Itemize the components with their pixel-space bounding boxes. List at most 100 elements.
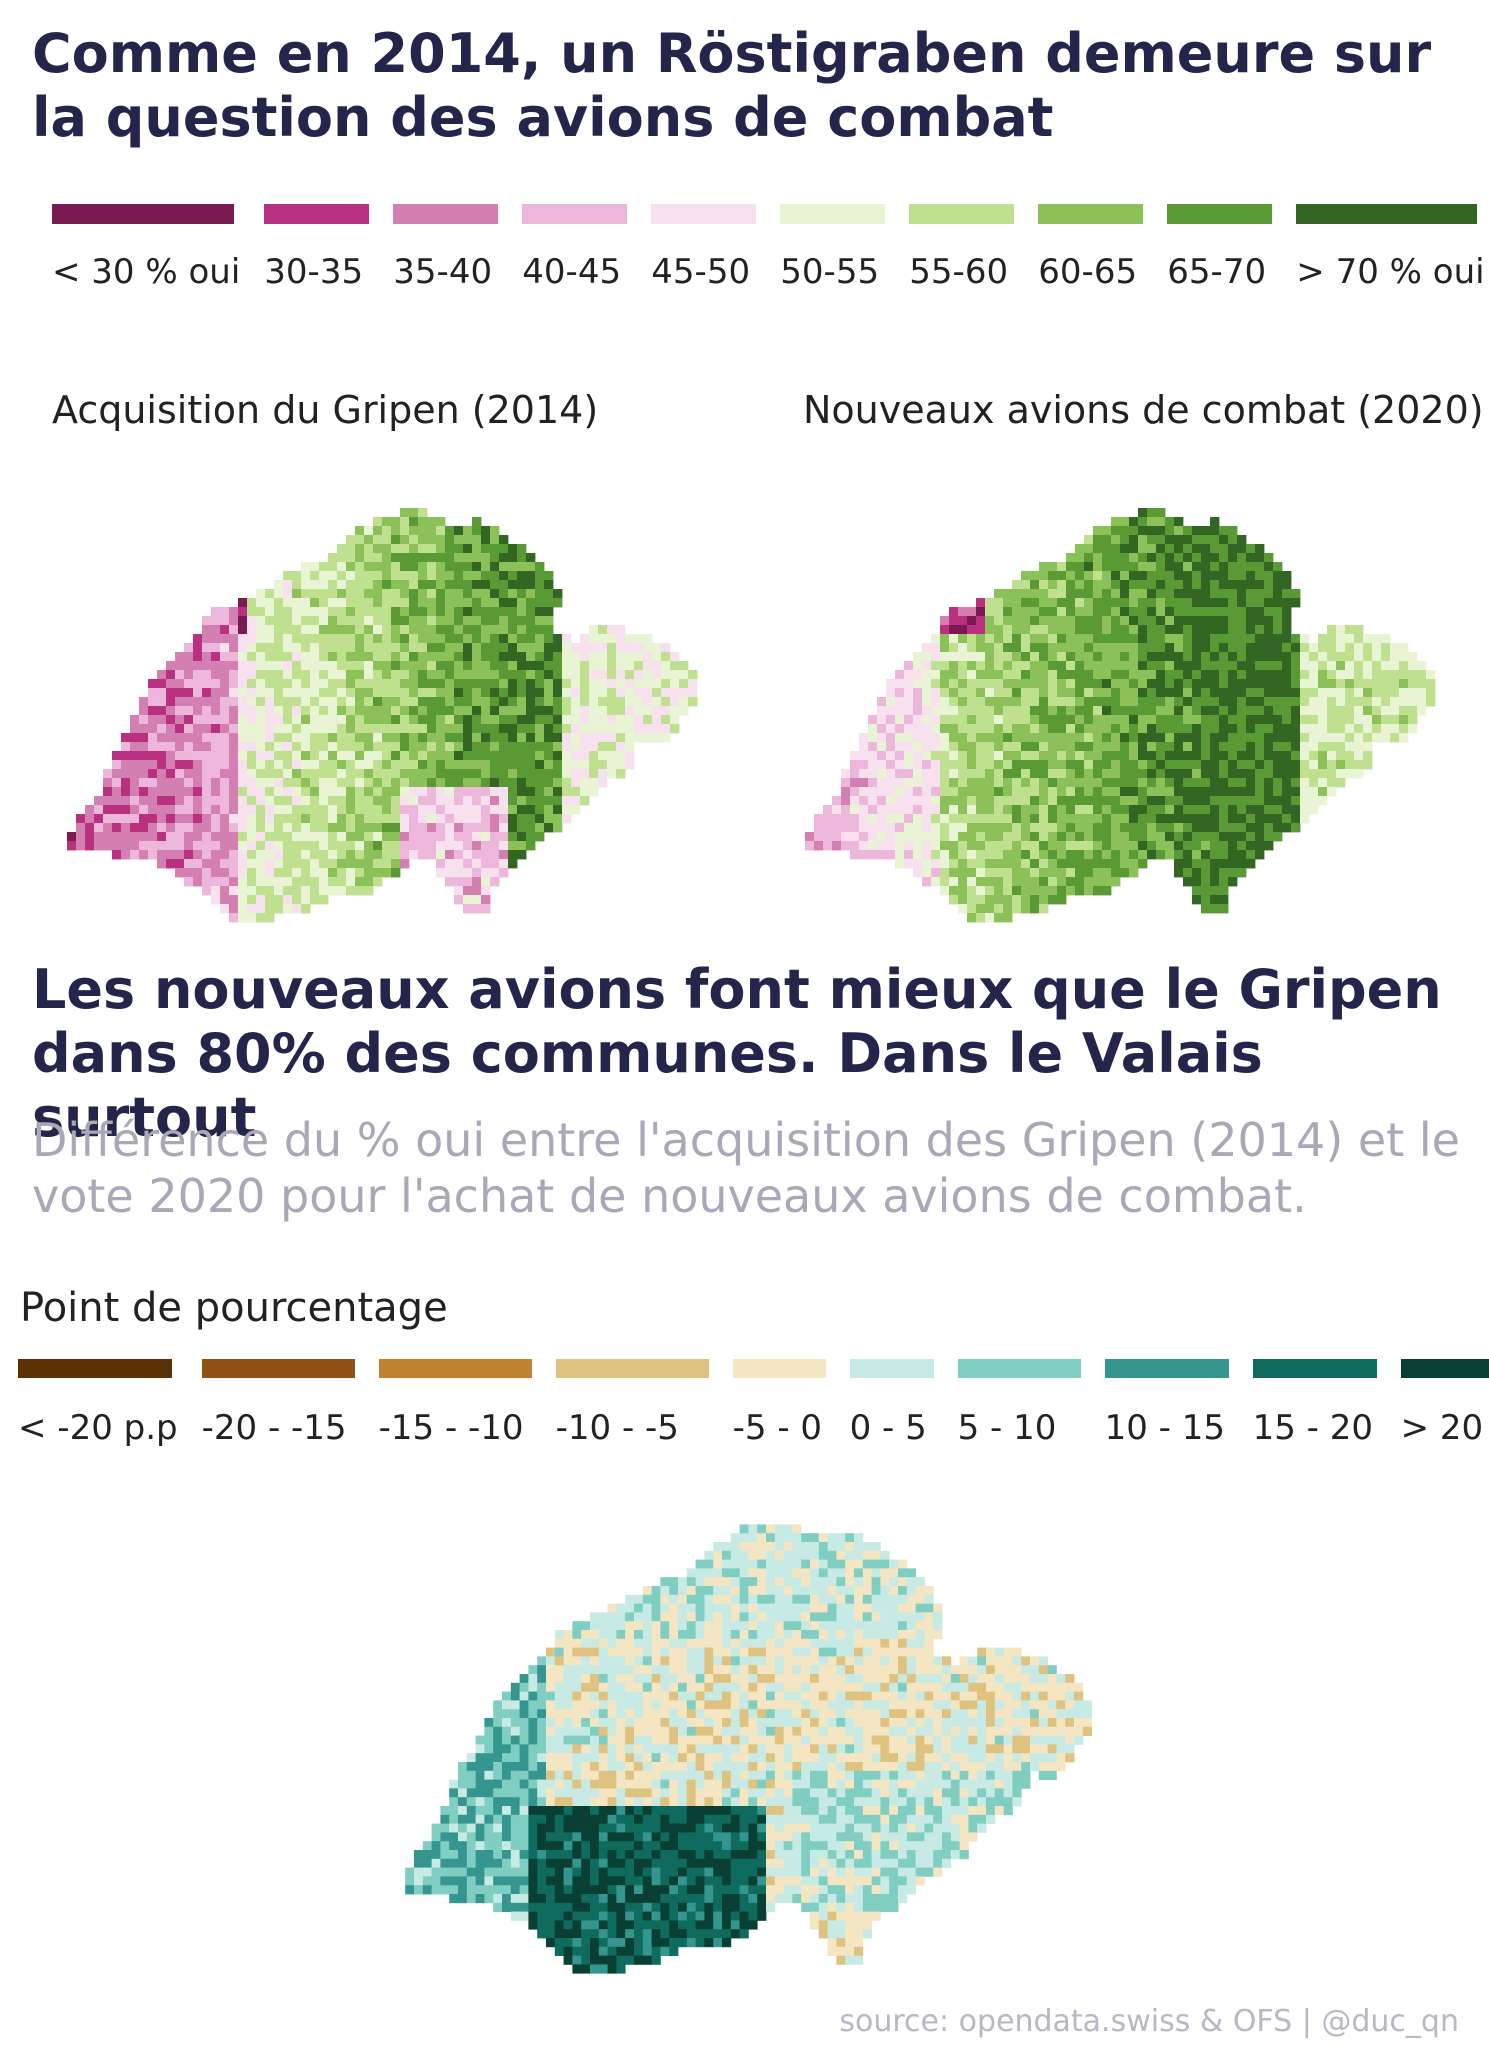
commune-cell <box>220 877 230 887</box>
commune-cell <box>148 742 158 752</box>
commune-cell <box>1030 841 1040 851</box>
commune-cell <box>481 751 491 761</box>
commune-cell <box>400 787 410 797</box>
commune-cell <box>1192 742 1202 752</box>
commune-cell <box>121 751 131 761</box>
commune-cell <box>801 1656 811 1666</box>
commune-cell <box>247 625 257 635</box>
commune-cell <box>841 814 851 824</box>
commune-cell <box>265 796 275 806</box>
commune-cell <box>526 796 536 806</box>
commune-cell <box>836 1621 846 1631</box>
commune-cell <box>247 886 257 896</box>
commune-cell <box>148 688 158 698</box>
commune-cell <box>499 769 509 779</box>
commune-cell <box>238 688 248 698</box>
commune-cell <box>1201 580 1211 590</box>
commune-cell <box>1057 661 1067 671</box>
commune-cell <box>1102 787 1112 797</box>
commune-cell <box>454 886 464 896</box>
commune-cell <box>528 1674 538 1684</box>
commune-cell <box>590 1726 600 1736</box>
commune-cell <box>704 1674 714 1684</box>
commune-cell <box>427 823 437 833</box>
commune-cell <box>445 526 455 536</box>
commune-cell <box>337 661 347 671</box>
commune-cell <box>607 1674 617 1684</box>
commune-cell <box>175 769 185 779</box>
commune-cell <box>472 517 482 527</box>
commune-cell <box>1282 796 1292 806</box>
commune-cell <box>616 1656 626 1666</box>
commune-cell <box>454 868 464 878</box>
commune-cell <box>445 859 455 869</box>
commune-cell <box>499 607 509 617</box>
commune-cell <box>686 1674 696 1684</box>
commune-cell <box>1021 733 1031 743</box>
commune-cell <box>283 787 293 797</box>
commune-cell <box>544 742 554 752</box>
commune-cell <box>310 598 320 608</box>
commune-cell <box>1057 589 1067 599</box>
commune-cell <box>175 778 185 788</box>
commune-cell <box>382 724 392 734</box>
commune-cell <box>508 670 518 680</box>
commune-cell <box>625 652 635 662</box>
commune-cell <box>757 1550 767 1560</box>
commune-cell <box>463 760 473 770</box>
commune-cell <box>436 751 446 761</box>
commune-cell <box>1201 724 1211 734</box>
commune-cell <box>481 778 491 788</box>
commune-cell <box>247 904 257 914</box>
commune-cell <box>238 859 248 869</box>
commune-cell <box>1219 823 1229 833</box>
commune-cell <box>1057 778 1067 788</box>
commune-cell <box>1082 1718 1092 1728</box>
commune-cell <box>193 778 203 788</box>
commune-cell <box>904 733 914 743</box>
commune-cell <box>854 1674 864 1684</box>
commune-cell <box>967 814 977 824</box>
commune-cell <box>1201 841 1211 851</box>
commune-cell <box>1237 859 1247 869</box>
commune-cell <box>1084 814 1094 824</box>
commune-cell <box>139 715 149 725</box>
commune-cell <box>968 1682 978 1692</box>
commune-cell <box>193 769 203 779</box>
commune-cell <box>1183 526 1193 536</box>
commune-cell <box>292 769 302 779</box>
commune-cell <box>1354 652 1364 662</box>
commune-cell <box>364 643 374 653</box>
commune-cell <box>1057 634 1067 644</box>
commune-cell <box>827 1726 837 1736</box>
commune-cell <box>1003 895 1013 905</box>
commune-cell <box>1264 805 1274 815</box>
commune-cell <box>1273 598 1283 608</box>
commune-cell <box>845 1621 855 1631</box>
commune-cell <box>1147 850 1157 860</box>
commune-cell <box>1012 886 1022 896</box>
commune-cell <box>616 697 626 707</box>
commune-cell <box>862 1568 872 1578</box>
commune-cell <box>877 760 887 770</box>
commune-cell <box>913 670 923 680</box>
commune-cell <box>625 688 635 698</box>
commune-cell <box>748 1726 758 1736</box>
commune-cell <box>968 1709 978 1719</box>
commune-cell <box>337 805 347 815</box>
commune-cell <box>1237 697 1247 707</box>
legend-swatch <box>18 1359 172 1378</box>
commune-cell <box>1165 751 1175 761</box>
commune-cell <box>337 589 347 599</box>
commune-cell <box>472 877 482 887</box>
commune-cell <box>1210 688 1220 698</box>
commune-cell <box>1183 733 1193 743</box>
commune-cell <box>748 1665 758 1675</box>
commune-cell <box>1264 724 1274 734</box>
commune-cell <box>1012 652 1022 662</box>
commune-cell <box>1093 571 1103 581</box>
commune-cell <box>1354 697 1364 707</box>
commune-cell <box>1003 1656 1013 1666</box>
legend-label: 40-45 <box>522 252 622 292</box>
commune-cell <box>193 796 203 806</box>
